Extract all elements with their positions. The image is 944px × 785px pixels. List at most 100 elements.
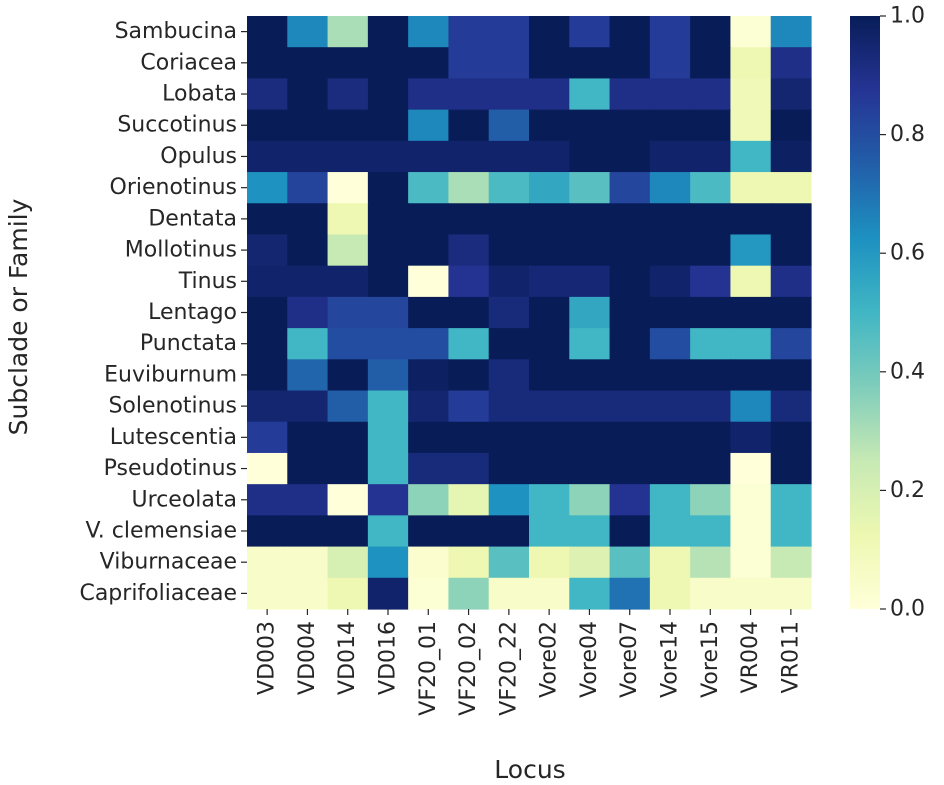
- heatmap-cell: [690, 390, 732, 423]
- heatmap-cell: [569, 47, 611, 80]
- heatmap-cell: [649, 172, 691, 204]
- heatmap-cell: [247, 296, 288, 329]
- heatmap-cell: [569, 296, 611, 329]
- heatmap-cell: [327, 265, 369, 298]
- heatmap-cell: [690, 47, 732, 80]
- heatmap-cell: [448, 546, 490, 579]
- heatmap-cell: [609, 78, 651, 111]
- heatmap-cell: [569, 203, 611, 236]
- heatmap-cell: [609, 515, 651, 548]
- heatmap-cell: [327, 109, 369, 142]
- colorbar-tick-label: 0.0: [890, 597, 925, 622]
- heatmap-cell: [367, 328, 409, 360]
- x-tick-label: Vore15: [698, 621, 723, 698]
- colorbar-tick-label: 1.0: [890, 4, 925, 29]
- heatmap-cell: [730, 203, 772, 236]
- heatmap-cell: [649, 452, 691, 485]
- heatmap-cell: [770, 234, 812, 267]
- colorbar-tick-label: 0.8: [890, 122, 925, 147]
- heatmap-cell: [529, 78, 570, 111]
- heatmap-cell: [247, 265, 288, 298]
- heatmap-cell: [690, 577, 732, 610]
- heatmap-cell: [690, 172, 732, 204]
- heatmap-cell: [327, 390, 369, 423]
- heatmap-cell: [448, 421, 490, 454]
- heatmap-cell: [367, 172, 409, 204]
- heatmap-cell: [367, 265, 409, 298]
- heatmap-cell: [569, 328, 611, 360]
- heatmap-cell: [247, 234, 288, 267]
- heatmap-cell: [367, 234, 409, 267]
- heatmap-cell: [287, 546, 329, 579]
- heatmap-cell: [408, 265, 450, 298]
- heatmap-cell: [488, 390, 530, 423]
- x-tick-label: Vore14: [658, 621, 683, 698]
- colorbar-ticks: 0.0 0.2 0.4 0.6 0.8 1.0: [880, 4, 925, 622]
- heatmap-cell: [649, 296, 691, 329]
- y-tick-label: Opulus: [160, 144, 237, 169]
- heatmap-cell: [569, 16, 611, 48]
- heatmap-cell: [730, 359, 772, 392]
- heatmap-cell: [408, 452, 450, 485]
- heatmap-cell: [408, 421, 450, 454]
- heatmap-cell: [488, 265, 530, 298]
- heatmap-cell: [770, 390, 812, 423]
- x-tick-label: VR004: [738, 621, 763, 693]
- heatmap-cell: [609, 546, 651, 579]
- heatmap-cell: [649, 421, 691, 454]
- heatmap-cell: [448, 234, 490, 267]
- heatmap-cell: [488, 47, 530, 80]
- heatmap-cell: [327, 484, 369, 516]
- y-tick-label: Lutescentia: [110, 425, 237, 450]
- heatmap-cell: [770, 484, 812, 516]
- heatmap-cell: [569, 78, 611, 111]
- heatmap-cell: [690, 546, 732, 579]
- heatmap-cell: [448, 47, 490, 80]
- y-tick-label: Mollotinus: [125, 238, 237, 263]
- heatmap-cell: [287, 140, 329, 173]
- heatmap-cell: [247, 172, 288, 204]
- x-tick-label: VF20_01: [416, 621, 441, 716]
- y-tick-label: Coriacea: [140, 50, 237, 75]
- heatmap-cell: [327, 359, 369, 392]
- heatmap-cell: [287, 78, 329, 111]
- heatmap-cell: [730, 421, 772, 454]
- heatmap-cell: [327, 203, 369, 236]
- heatmap-cell: [287, 109, 329, 142]
- y-tick-label: Euviburnum: [104, 362, 237, 387]
- heatmap-cell: [448, 390, 490, 423]
- heatmap-cell: [327, 172, 369, 204]
- heatmap-cell: [327, 546, 369, 579]
- heatmap-cell: [730, 577, 772, 610]
- heatmap-cell: [488, 109, 530, 142]
- heatmap-cell: [408, 140, 450, 173]
- heatmap-cell: [287, 484, 329, 516]
- x-tick-label: Vore07: [617, 621, 642, 698]
- heatmap-cell: [408, 172, 450, 204]
- heatmap-cell: [408, 78, 450, 111]
- heatmap-cell: [770, 172, 812, 204]
- heatmap-cell: [327, 234, 369, 267]
- heatmap-cell: [529, 359, 570, 392]
- heatmap-cell: [247, 16, 288, 48]
- heatmap-cell: [609, 390, 651, 423]
- heatmap-cell: [529, 328, 570, 360]
- y-tick-label: Lentago: [148, 300, 237, 325]
- colorbar-tick-label: 0.4: [890, 359, 925, 384]
- heatmap-cell: [367, 546, 409, 579]
- heatmap-cell: [367, 47, 409, 80]
- heatmap-cell: [448, 484, 490, 516]
- heatmap-cell: [448, 265, 490, 298]
- heatmap-cell: [690, 296, 732, 329]
- heatmap-cell: [408, 109, 450, 142]
- heatmap-cell: [488, 234, 530, 267]
- heatmap-cell: [730, 172, 772, 204]
- heatmap-cell: [488, 172, 530, 204]
- heatmap-cell: [529, 484, 570, 516]
- x-tick-label: Vore04: [577, 621, 602, 698]
- y-tick-label: Succotinus: [117, 113, 237, 138]
- x-tick-label: VF20_02: [456, 621, 481, 716]
- heatmap-cell: [730, 109, 772, 142]
- x-tick-label: VF20_22: [496, 621, 521, 716]
- x-tick-label: VD003: [255, 621, 280, 695]
